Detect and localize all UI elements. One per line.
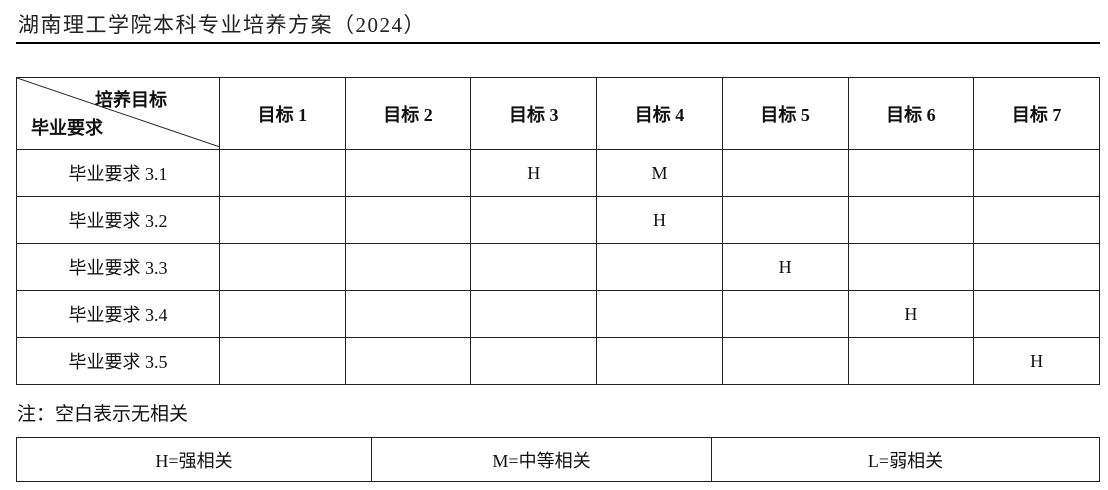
relation-cell [721,149,849,197]
corner-top-label: 培养目标 [95,90,167,110]
relation-cell [721,337,849,385]
row-label: 毕业要求 3.5 [16,337,220,385]
table-row: 毕业要求 3.3 H [16,243,1100,291]
relation-cell [344,290,472,338]
relation-cell [344,243,472,291]
column-header: 目标 5 [721,77,849,150]
relation-cell: H [596,196,723,244]
relation-cell [219,196,346,244]
relation-cell [470,243,598,291]
row-label: 毕业要求 3.4 [16,290,220,338]
relation-cell [219,243,346,291]
column-header: 目标 2 [344,77,472,150]
relation-cell: H [721,243,849,291]
relation-cell [596,337,723,385]
row-label: 毕业要求 3.2 [16,196,220,244]
column-header: 目标 4 [596,77,723,150]
relation-cell [973,290,1100,338]
table-row: 毕业要求 3.5 H [16,337,1100,385]
relation-cell [470,337,598,385]
legend-strong: H=强相关 [16,437,372,482]
column-header: 目标 3 [470,77,598,150]
mapping-table: 培养目标 毕业要求 目标 1 目标 2 目标 3 目标 4 目标 5 目标 6 目标 7 毕… [16,77,1100,385]
legend-medium: M=中等相关 [371,437,712,482]
legend-weak: L=弱相关 [711,437,1100,482]
relation-cell [973,196,1100,244]
relation-cell: H [847,290,975,338]
relation-cell [973,149,1100,197]
relation-cell [219,337,346,385]
relation-cell: M [596,149,723,197]
column-header: 目标 6 [847,77,975,150]
header-rule [16,42,1100,44]
legend-table: H=强相关 M=中等相关 L=弱相关 [16,437,1100,482]
table-note: 注：空白表示无相关 [17,404,189,425]
relation-cell [596,290,723,338]
row-label: 毕业要求 3.1 [16,149,220,197]
corner-bottom-label: 毕业要求 [31,118,103,138]
column-header: 目标 7 [973,77,1100,150]
diagonal-line [17,78,220,147]
column-header: 目标 1 [219,77,346,150]
relation-cell [344,337,472,385]
relation-cell: H [973,337,1100,385]
relation-cell [470,290,598,338]
table-row: 毕业要求 3.4 H [16,290,1100,338]
row-label: 毕业要求 3.3 [16,243,220,291]
relation-cell [721,196,849,244]
relation-cell [344,149,472,197]
relation-cell [973,243,1100,291]
table-row: 毕业要求 3.1 H M [16,149,1100,197]
corner-header-cell: 培养目标 毕业要求 [16,77,220,150]
relation-cell [721,290,849,338]
relation-cell [596,243,723,291]
relation-cell [847,337,975,385]
relation-cell [219,290,346,338]
relation-cell [847,196,975,244]
relation-cell [344,196,472,244]
relation-cell [470,196,598,244]
relation-cell: H [470,149,598,197]
table-row: 毕业要求 3.2 H [16,196,1100,244]
relation-cell [847,243,975,291]
relation-cell [219,149,346,197]
document-header-title: 湖南理工学院本科专业培养方案（2024） [18,13,426,37]
relation-cell [847,149,975,197]
